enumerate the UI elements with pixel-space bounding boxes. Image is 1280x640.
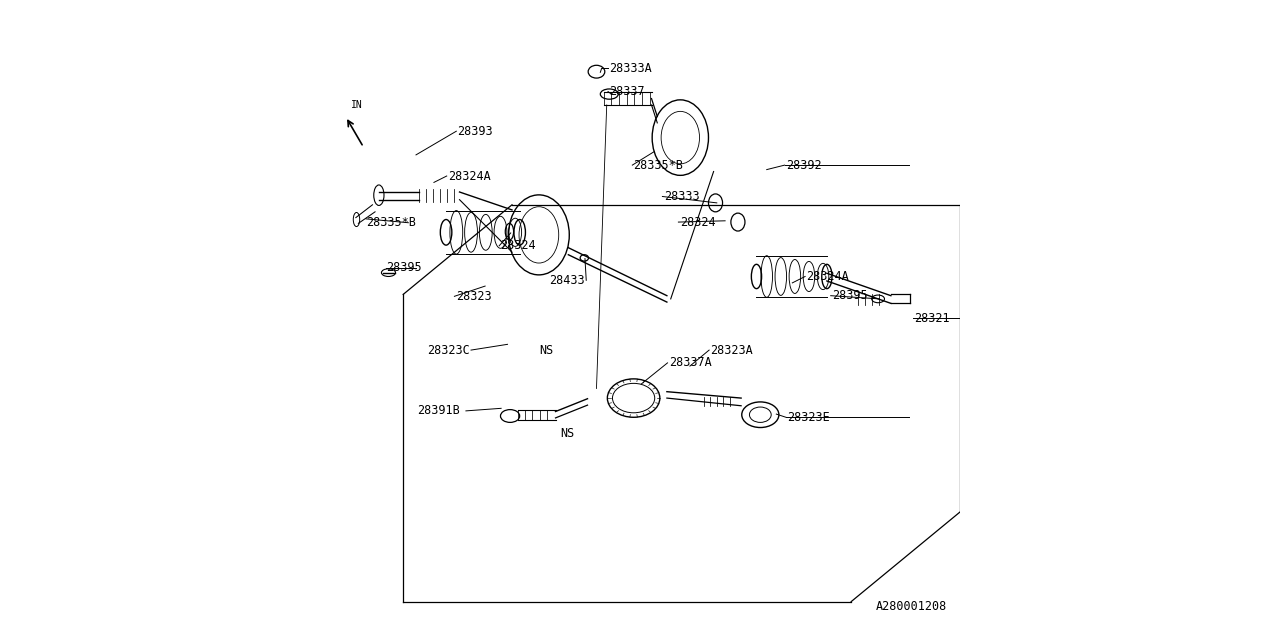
Text: 28333: 28333 — [664, 190, 699, 203]
Text: 28324A: 28324A — [448, 170, 490, 182]
Text: 28323A: 28323A — [710, 344, 753, 356]
Text: NS: NS — [539, 344, 553, 356]
Text: NS: NS — [561, 428, 575, 440]
Text: 28335*B: 28335*B — [366, 216, 416, 229]
Text: 28323C: 28323C — [428, 344, 470, 356]
Text: 28391B: 28391B — [417, 404, 460, 417]
Text: 28393: 28393 — [458, 125, 493, 138]
Text: 28395: 28395 — [832, 289, 868, 302]
Text: A280001208: A280001208 — [876, 600, 947, 613]
Text: IN: IN — [351, 100, 364, 110]
Text: 28395: 28395 — [387, 261, 421, 274]
Text: 28337: 28337 — [609, 85, 645, 98]
Text: 28324A: 28324A — [806, 270, 849, 283]
Text: 28335*B: 28335*B — [634, 159, 684, 172]
Text: 28323: 28323 — [456, 290, 492, 303]
Text: 28324: 28324 — [680, 216, 716, 228]
Text: 28433: 28433 — [549, 274, 585, 287]
Text: 28324: 28324 — [500, 239, 536, 252]
Text: 28337A: 28337A — [668, 356, 712, 369]
Text: 28323E: 28323E — [787, 411, 829, 424]
Text: 28321: 28321 — [914, 312, 950, 324]
Text: 28333A: 28333A — [609, 62, 652, 75]
Text: 28392: 28392 — [786, 159, 822, 172]
